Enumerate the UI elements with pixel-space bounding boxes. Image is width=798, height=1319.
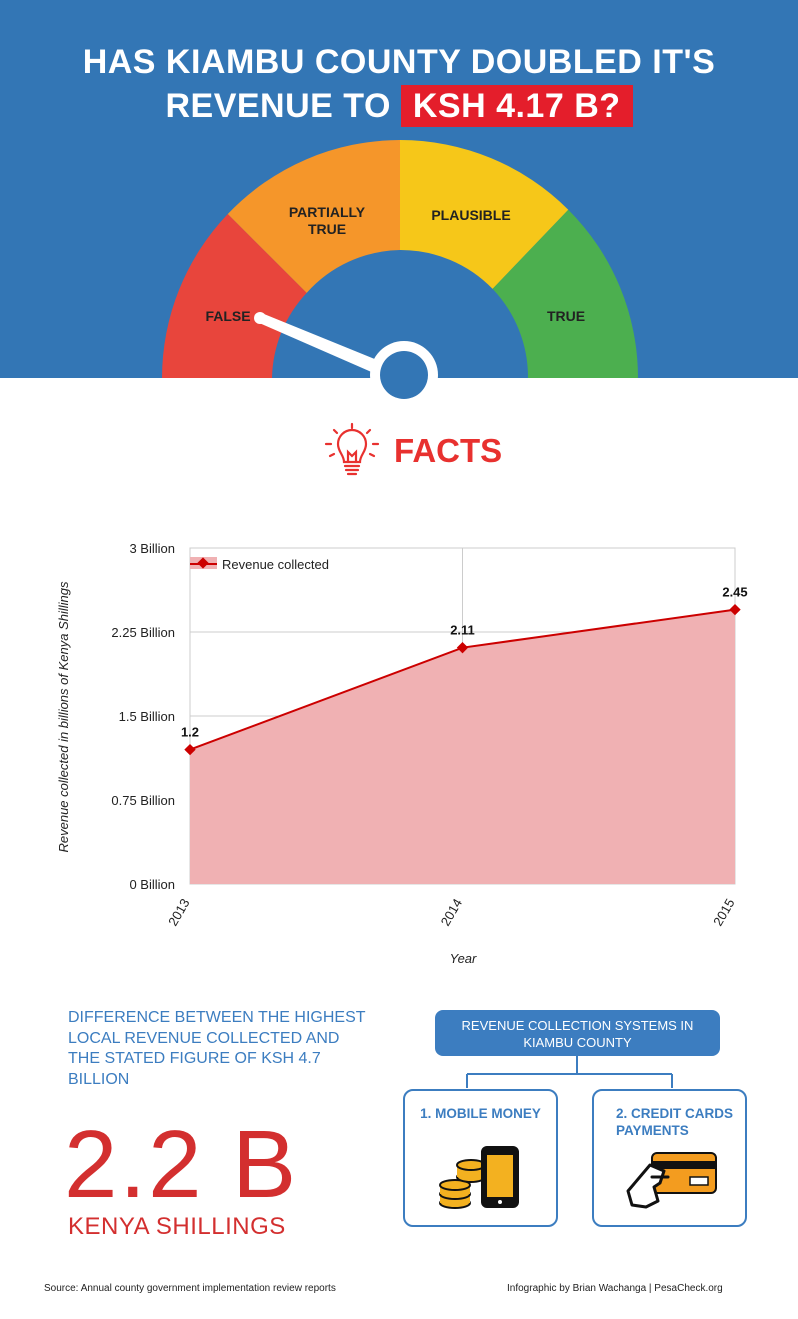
difference-value: 2.2 B xyxy=(64,1111,299,1218)
legend-label-revenue: Revenue collected xyxy=(222,557,329,572)
revenue-chart: 0 Billion 0.75 Billion 1.5 Billion 2.25 Bil… xyxy=(56,541,748,966)
gauge-segment-true xyxy=(492,209,638,378)
credit-card-icon xyxy=(626,1152,717,1209)
gauge-needle-tip xyxy=(254,312,266,324)
data-label: 1.2 xyxy=(181,725,199,740)
y-axis-title: Revenue collected in billions of Kenya S… xyxy=(56,581,71,852)
data-label: 2.45 xyxy=(722,585,747,600)
credit-note: Infographic by Brian Wachanga | PesaChec… xyxy=(507,1283,723,1294)
difference-unit: KENYA SHILLINGS xyxy=(68,1213,286,1240)
chart-legend: Revenue collected xyxy=(190,557,329,572)
title-line-2-text: REVENUE TO xyxy=(165,87,391,125)
series-area-revenue xyxy=(190,609,735,884)
title-line-2: REVENUE TO KSH 4.17 B? xyxy=(0,84,798,128)
data-point xyxy=(184,743,196,756)
x-tick-label: 2015 xyxy=(710,896,737,929)
y-tick-label: 1.5 Billion xyxy=(119,709,175,724)
x-tick-label: 2013 xyxy=(165,896,192,929)
system-credit-cards: 2. CREDIT CARDS PAYMENTS xyxy=(592,1089,747,1227)
gauge-segment-partially-true xyxy=(227,140,400,293)
x-axis-title: Year xyxy=(450,951,477,966)
gauge-segment-plausible xyxy=(400,140,569,289)
gauge-label-partially-true: PARTIALLY TRUE xyxy=(288,204,366,237)
y-tick-label: 2.25 Billion xyxy=(111,625,175,640)
system-mobile-money: 1. MOBILE MONEY xyxy=(403,1089,558,1227)
data-label: 2.11 xyxy=(450,623,475,638)
title-highlight: KSH 4.17 B? xyxy=(400,85,633,127)
chart-marks: 1.2 2.11 2.45 xyxy=(181,585,748,756)
y-tick-label: 0.75 Billion xyxy=(111,793,175,808)
source-note: Source: Annual county government impleme… xyxy=(44,1283,336,1294)
page-title: HAS KIAMBU COUNTY DOUBLED IT'S REVENUE T… xyxy=(0,40,798,128)
difference-description: DIFFERENCE BETWEEN THE HIGHEST LOCAL REV… xyxy=(68,1009,366,1088)
x-tick-label: 2014 xyxy=(438,896,465,929)
gauge-segment-false xyxy=(162,214,307,378)
title-line-1: HAS KIAMBU COUNTY DOUBLED IT'S xyxy=(82,43,716,81)
system-label-mobile-money: 1. MOBILE MONEY xyxy=(420,1106,541,1121)
gauge-needle xyxy=(257,314,382,374)
facts-title: FACTS xyxy=(394,432,503,469)
gauge-label-plausible: PLAUSIBLE xyxy=(431,207,511,223)
systems-title: REVENUE COLLECTION SYSTEMS IN KIAMBU COU… xyxy=(435,1010,720,1056)
gauge-hub-inner xyxy=(380,351,428,399)
y-tick-label: 3 Billion xyxy=(129,541,175,556)
mobile-money-icon xyxy=(439,1146,519,1209)
system-label-credit-cards: 2. CREDIT CARDS PAYMENTS xyxy=(616,1106,734,1138)
verdict-gauge xyxy=(162,140,638,409)
y-tick-label: 0 Billion xyxy=(129,877,175,892)
gauge-label-true: TRUE xyxy=(546,308,586,324)
gauge-label-false: FALSE xyxy=(205,308,251,324)
lightbulb-icon xyxy=(324,422,380,476)
chart-grid: 0 Billion 0.75 Billion 1.5 Billion 2.25 Bil… xyxy=(111,541,737,929)
